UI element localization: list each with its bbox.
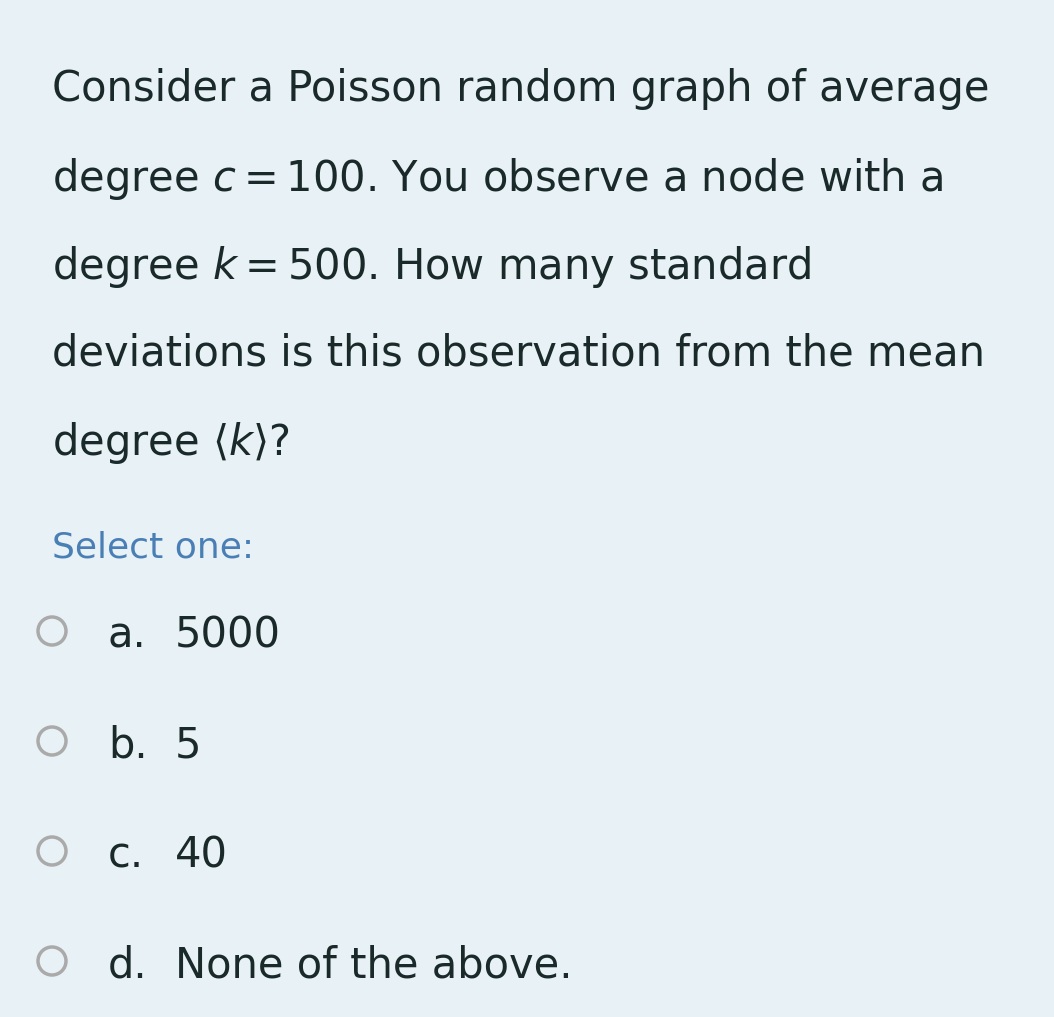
Text: Consider a Poisson random graph of average: Consider a Poisson random graph of avera…	[52, 68, 990, 110]
Circle shape	[38, 837, 66, 865]
Text: Select one:: Select one:	[52, 530, 254, 564]
Circle shape	[38, 947, 66, 975]
Text: a.: a.	[108, 615, 147, 657]
Circle shape	[38, 617, 66, 645]
Text: degree $c = 100$. You observe a node with a: degree $c = 100$. You observe a node wit…	[52, 156, 943, 202]
Text: 5: 5	[175, 725, 201, 767]
Text: d.: d.	[108, 945, 148, 988]
Text: 5000: 5000	[175, 615, 281, 657]
Text: degree $k = 500$. How many standard: degree $k = 500$. How many standard	[52, 244, 811, 290]
Text: degree $\langle k \rangle$?: degree $\langle k \rangle$?	[52, 420, 290, 466]
Text: deviations is this observation from the mean: deviations is this observation from the …	[52, 332, 985, 374]
Text: c.: c.	[108, 835, 144, 877]
Text: None of the above.: None of the above.	[175, 945, 572, 988]
Text: b.: b.	[108, 725, 148, 767]
Circle shape	[38, 727, 66, 755]
Text: 40: 40	[175, 835, 228, 877]
